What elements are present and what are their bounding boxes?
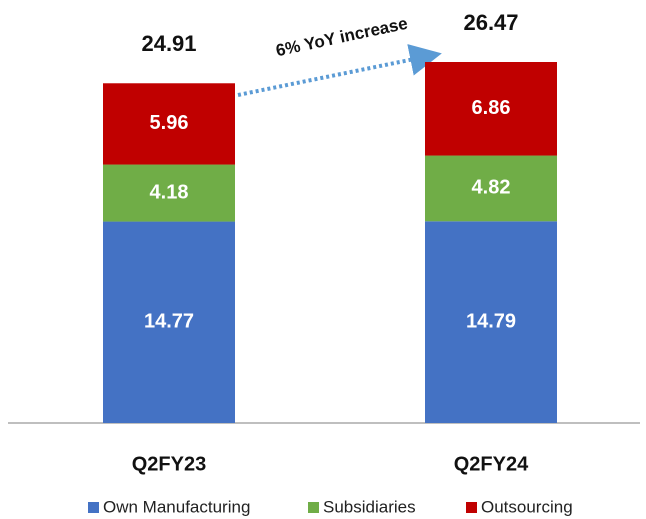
legend-label: Subsidiaries bbox=[323, 497, 416, 516]
segment-label: 4.18 bbox=[150, 181, 189, 203]
bar-segment bbox=[103, 221, 235, 423]
total-label: 24.91 bbox=[141, 31, 196, 56]
segment-label: 4.82 bbox=[472, 177, 511, 199]
legend-swatch bbox=[88, 502, 99, 513]
segment-label: 14.79 bbox=[466, 310, 516, 332]
segment-label: 14.77 bbox=[144, 311, 194, 333]
annotation: 6% YoY increase bbox=[274, 14, 409, 60]
x-tick-label: Q2FY24 bbox=[454, 453, 529, 475]
bar-segment bbox=[425, 155, 557, 222]
legend-swatch bbox=[308, 502, 319, 513]
bar-segment bbox=[425, 221, 557, 423]
bar-segment bbox=[103, 83, 235, 165]
segment-label: 5.96 bbox=[150, 112, 189, 134]
bar-segment bbox=[103, 164, 235, 222]
total-label: 26.47 bbox=[463, 10, 518, 35]
legend-swatch bbox=[466, 502, 477, 513]
bar-segment bbox=[425, 62, 557, 156]
legend-label: Outsourcing bbox=[481, 497, 573, 516]
yoy-arrow bbox=[237, 44, 442, 97]
x-tick-label: Q2FY23 bbox=[132, 453, 206, 475]
segment-label: 6.86 bbox=[472, 97, 511, 119]
legend-label: Own Manufacturing bbox=[103, 497, 250, 516]
